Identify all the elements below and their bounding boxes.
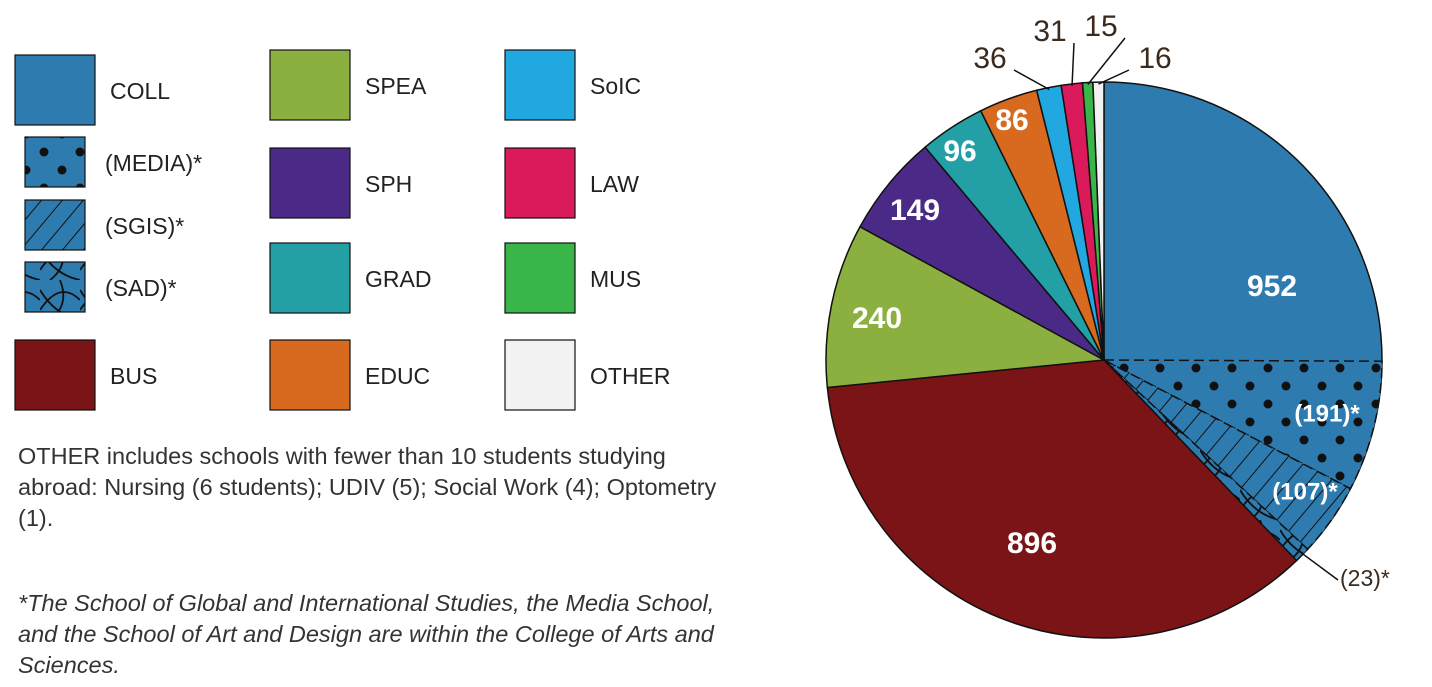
footnote: *The School of Global and International …: [18, 590, 715, 678]
pie-slice: [825, 225, 1107, 389]
legend-swatch: [269, 339, 351, 411]
legend-label: (SGIS)*: [105, 213, 184, 239]
slice-label: 36: [973, 42, 1006, 75]
legend-swatch: [504, 242, 576, 314]
legend-label: SoIC: [590, 73, 641, 99]
legend-swatch: [24, 199, 86, 251]
legend-label: LAW: [590, 171, 639, 197]
slice-label: 952: [1247, 270, 1297, 303]
pie-part: [1103, 359, 1383, 490]
legend-swatch: [14, 54, 96, 126]
slice-label: 896: [1007, 527, 1057, 560]
part-label: (23)*: [1340, 565, 1390, 591]
slice-label: 31: [1033, 15, 1066, 48]
slice-label: 240: [852, 302, 902, 335]
slice-label: 149: [890, 194, 940, 227]
legend-swatch: [269, 49, 351, 121]
slice-label: 15: [1084, 10, 1117, 43]
legend-swatch: [504, 339, 576, 411]
leader-line: [1296, 548, 1339, 581]
leader-line: [1013, 69, 1050, 91]
legend-label: (SAD)*: [105, 275, 177, 301]
slice-label: 96: [943, 135, 976, 168]
legend-label: (MEDIA)*: [105, 150, 202, 176]
legend-swatch: [24, 136, 86, 188]
leader-line: [1087, 37, 1126, 85]
leader-line: [1098, 69, 1130, 85]
legend-label: OTHER: [590, 363, 671, 389]
legend-swatch: [14, 339, 96, 411]
legend-label: GRAD: [365, 266, 431, 292]
pie-slice: [826, 359, 1298, 639]
legend-swatch: [504, 147, 576, 219]
legend-swatch: [269, 147, 351, 219]
legend-swatch: [24, 261, 86, 313]
legend-label: BUS: [110, 363, 157, 389]
legend-label: SPH: [365, 171, 412, 197]
legend-label: MUS: [590, 266, 641, 292]
part-label: (107)*: [1272, 478, 1338, 505]
legend-label: SPEA: [365, 73, 427, 99]
leader-line: [1071, 42, 1075, 86]
slice-label: 86: [995, 104, 1028, 137]
part-label: (191)*: [1294, 400, 1360, 427]
legend-label: COLL: [110, 78, 170, 104]
legend-swatch: [269, 242, 351, 314]
other-note: OTHER includes schools with fewer than 1…: [18, 443, 717, 531]
slice-label: 16: [1138, 42, 1171, 75]
legend-label: EDUC: [365, 363, 430, 389]
legend-swatch: [504, 49, 576, 121]
